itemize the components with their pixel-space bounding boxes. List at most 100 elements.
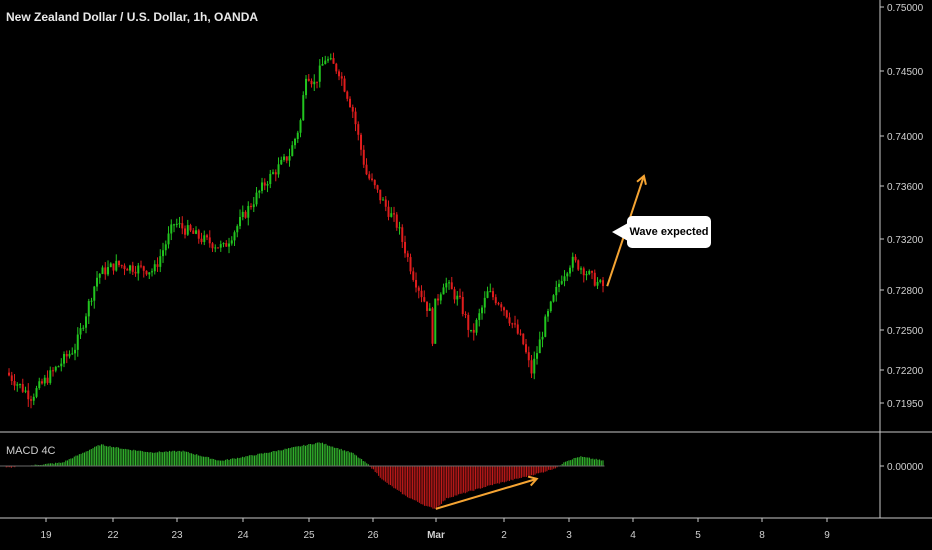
candle-body xyxy=(109,263,112,268)
candle xyxy=(481,305,484,320)
candle-body xyxy=(195,230,198,234)
candle-body xyxy=(464,314,467,316)
candle xyxy=(417,285,420,299)
time-tick-label: 22 xyxy=(107,530,119,541)
candle-body xyxy=(566,273,569,277)
candle xyxy=(189,223,192,233)
candle xyxy=(362,145,365,168)
candle xyxy=(327,56,330,63)
candle xyxy=(508,312,511,326)
candle-body xyxy=(395,214,398,228)
candle xyxy=(492,287,495,301)
candle-body xyxy=(420,290,423,298)
candle xyxy=(192,227,195,235)
candle xyxy=(569,265,572,277)
candle xyxy=(536,346,539,365)
candle xyxy=(563,270,566,287)
candle xyxy=(505,309,508,319)
candle xyxy=(195,226,198,235)
candle-body xyxy=(401,227,404,242)
macd-divergence-arrow xyxy=(435,475,539,510)
candle xyxy=(74,343,77,361)
candle-body xyxy=(90,300,93,302)
candle xyxy=(164,240,167,256)
candle xyxy=(511,322,514,329)
candle xyxy=(555,280,558,302)
candle-body xyxy=(340,76,343,79)
candle xyxy=(376,184,379,193)
candle-body xyxy=(569,267,572,274)
candle-body xyxy=(82,327,85,329)
candle-body xyxy=(151,271,154,273)
candle xyxy=(522,333,525,346)
candle-body xyxy=(96,277,99,287)
price-tick-label: 0.75000 xyxy=(887,3,924,14)
candle-body xyxy=(497,303,500,305)
time-tick-label: Mar xyxy=(427,530,445,541)
candle xyxy=(332,52,335,64)
candle xyxy=(453,286,456,304)
candle-body xyxy=(200,238,203,243)
candle-body xyxy=(263,182,266,186)
candle-body xyxy=(321,64,324,66)
candle xyxy=(131,261,134,276)
time-tick-label: 23 xyxy=(171,530,183,541)
candle-body xyxy=(354,111,357,125)
candle-body xyxy=(596,281,599,286)
candle xyxy=(178,216,181,228)
candle xyxy=(230,236,233,246)
candle xyxy=(104,262,107,280)
candle xyxy=(41,378,44,385)
candle-body xyxy=(252,204,255,208)
candle xyxy=(98,272,101,284)
candle xyxy=(547,308,550,322)
candle-body xyxy=(549,301,552,312)
candle xyxy=(461,291,464,317)
price-tick-label: 0.72200 xyxy=(887,366,924,377)
candle-body xyxy=(591,271,594,273)
candle-body xyxy=(112,263,115,271)
candle xyxy=(21,378,24,393)
candle-body xyxy=(162,250,165,257)
candle-body xyxy=(65,353,68,357)
candle-body xyxy=(217,247,220,249)
candle xyxy=(24,386,27,394)
candle xyxy=(107,260,110,277)
candle-body xyxy=(500,304,503,308)
candle xyxy=(200,232,203,245)
candle xyxy=(445,277,448,293)
candle xyxy=(30,395,33,409)
time-tick-label: 3 xyxy=(566,530,572,541)
candle xyxy=(533,351,536,380)
candle-body xyxy=(409,257,412,272)
candle xyxy=(211,242,214,252)
candle xyxy=(577,259,580,271)
candle-body xyxy=(313,81,316,85)
candle xyxy=(250,203,253,210)
candle-body xyxy=(558,283,561,287)
candle-body xyxy=(186,225,189,235)
candle-body xyxy=(470,329,473,331)
candle-body xyxy=(357,124,360,135)
candle xyxy=(184,225,187,239)
candle-body xyxy=(250,205,253,208)
candle xyxy=(222,242,225,248)
candle-body xyxy=(46,377,49,383)
candle xyxy=(43,374,46,387)
candle xyxy=(63,351,66,368)
candle-body xyxy=(404,241,407,254)
candle-body xyxy=(296,132,299,140)
candle-body xyxy=(368,174,371,179)
candle-body xyxy=(343,78,346,92)
candle-body xyxy=(175,223,178,225)
candle-body xyxy=(16,384,19,386)
candle-body xyxy=(228,243,231,247)
candle xyxy=(514,315,517,328)
candle xyxy=(175,218,178,228)
candle xyxy=(516,319,519,335)
candle xyxy=(412,267,415,282)
candle xyxy=(379,189,382,204)
candle xyxy=(49,366,52,385)
candle xyxy=(310,78,313,88)
candle xyxy=(552,294,555,303)
